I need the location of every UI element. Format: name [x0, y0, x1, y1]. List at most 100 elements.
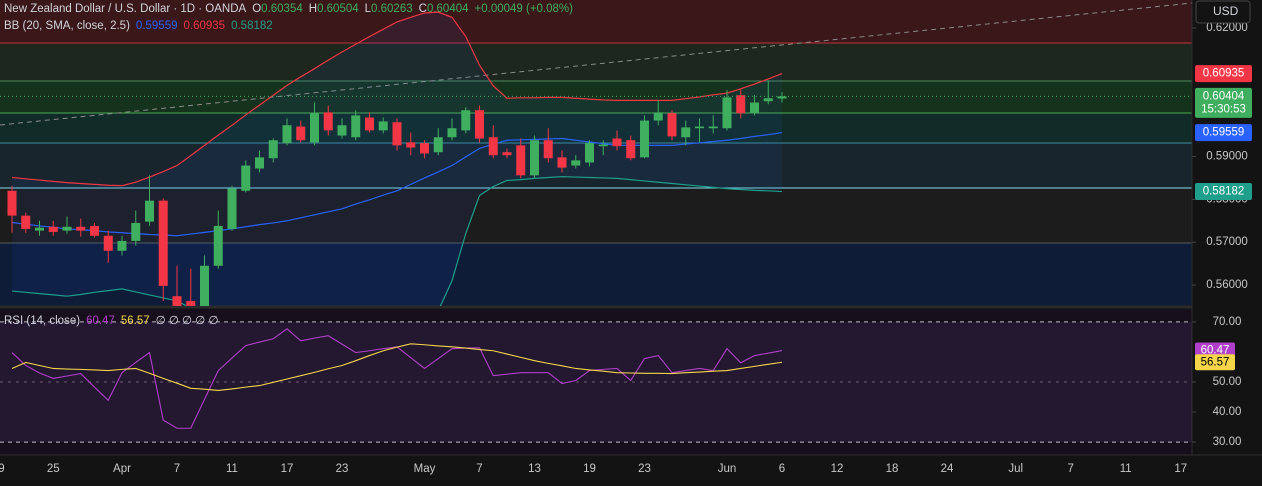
price-badge-label: 0.59559 [1203, 127, 1245, 139]
axes: 19 25 Apr 7 11 17 23 May 7 13 19 23 Jun 6 12 18 24 Jul 7 11… [0, 22, 1252, 475]
candle-body [681, 127, 691, 138]
candle-body [640, 120, 649, 158]
candle-body [392, 122, 402, 146]
candle-body [62, 226, 72, 231]
candle-body [172, 296, 182, 306]
trend-line [0, 2, 1193, 126]
price-badge-label: 0.60404 [1203, 90, 1245, 102]
y-tick-label: 0.62000 [1206, 22, 1248, 34]
x-tick-label: 17 [281, 463, 294, 475]
candle-body [213, 225, 223, 266]
x-tick-label: 11 [226, 463, 238, 475]
x-tick-label: Jul [1008, 463, 1023, 475]
indicator-value: 0.60935 [184, 20, 226, 32]
candle-body [255, 157, 264, 169]
candle-body [571, 160, 581, 166]
legend-main: New Zealand Dollar / U.S. Dollar · 1D · … [4, 3, 573, 15]
candle-body [310, 113, 319, 143]
zone [0, 81, 1192, 113]
y-tick-label: 70.00 [1213, 316, 1242, 328]
candle-body [695, 126, 704, 129]
candle-body [612, 138, 622, 147]
y-tick-label: 0.59000 [1206, 151, 1248, 163]
y-tick-label: 0.57000 [1206, 236, 1248, 248]
ohlc-value: 0.60354 [261, 3, 303, 15]
candle-body [117, 240, 127, 251]
candle-body [200, 265, 209, 306]
candle-body [145, 200, 154, 222]
price-badge [1195, 124, 1252, 142]
candle-body [433, 137, 443, 153]
candle-body [750, 102, 759, 114]
ohlc-value: 0.60404 [427, 3, 469, 15]
indicator-title: RSI (14, close) [4, 315, 80, 327]
rsi-line [11, 343, 783, 391]
zone [0, 43, 1192, 81]
indicator-value: 0.58182 [231, 20, 273, 32]
candle-body [227, 188, 237, 229]
price-badge [1195, 65, 1252, 83]
legend-rsi: RSI (14, close) 60.47 56.57 ∅ ∅ ∅ ∅ ∅ [4, 315, 219, 327]
candle-body [530, 140, 539, 176]
x-tick-label: Apr [113, 463, 131, 475]
x-tick-label: 23 [638, 463, 651, 475]
candle-body [475, 110, 484, 139]
value-badge [1195, 354, 1235, 371]
y-tick-label: 0.56000 [1206, 279, 1248, 291]
x-tick-label: 7 [476, 463, 482, 475]
candle-body [48, 226, 58, 232]
x-tick-label: 17 [1174, 463, 1187, 475]
indicator-value: 60.47 [86, 315, 115, 327]
candle-body [296, 126, 306, 141]
ohlc-label: C [419, 3, 427, 15]
zone [0, 188, 1192, 243]
price-badge-label: 0.58182 [1203, 186, 1245, 198]
candle-body [406, 142, 416, 148]
currency-label[interactable]: USD [1213, 4, 1239, 18]
zone [0, 0, 1192, 43]
x-tick-label: 23 [336, 463, 349, 475]
candle-body [488, 137, 498, 156]
candle-body [708, 126, 718, 129]
value-badge-label: 60.47 [1201, 345, 1230, 357]
candle-body [722, 97, 732, 129]
legend-bb: BB (20, SMA, close, 2.5) 0.59559 0.60935 0.… [4, 20, 273, 32]
candle-body [777, 96, 787, 99]
candle-body [763, 98, 773, 102]
candle-body [241, 165, 251, 191]
price-badge [1195, 87, 1252, 118]
indicator-extra: ∅ ∅ ∅ ∅ ∅ [156, 315, 219, 327]
currency-button[interactable] [1195, 0, 1251, 24]
candle-body [103, 235, 113, 251]
candle-body [365, 117, 374, 131]
value-badge-label: 56.57 [1201, 356, 1230, 368]
candle-body [268, 140, 278, 159]
candle-body [543, 140, 553, 159]
ohlc-value: 0.60504 [317, 3, 359, 15]
x-tick-label: 6 [779, 463, 785, 475]
price-badge-label: 0.60935 [1203, 68, 1245, 80]
indicator-line [11, 131, 783, 237]
ohlc-label: O [252, 3, 261, 15]
x-tick-label: 19 [583, 463, 596, 475]
candle-body [21, 215, 31, 229]
candle-body [447, 128, 457, 138]
candle-body [282, 125, 292, 144]
candle-body [7, 190, 17, 216]
candle-body [420, 143, 429, 154]
change: +0.00049 (+0.08%) [475, 3, 574, 15]
candle-body [76, 226, 86, 231]
x-tick-label: 18 [886, 463, 899, 475]
indicator-title: BB (20, SMA, close, 2.5) [4, 20, 130, 32]
x-tick-label: 7 [174, 463, 180, 475]
candle-body [378, 121, 388, 131]
candle-body [736, 95, 746, 114]
candle-body [35, 227, 44, 231]
indicator-value: 56.57 [121, 315, 150, 327]
x-tick-label: 13 [528, 463, 541, 475]
x-tick-label: Jun [718, 463, 737, 475]
x-tick-label: May [414, 463, 436, 475]
x-tick-label: 12 [831, 463, 844, 475]
x-tick-label: 7 [1068, 463, 1074, 475]
